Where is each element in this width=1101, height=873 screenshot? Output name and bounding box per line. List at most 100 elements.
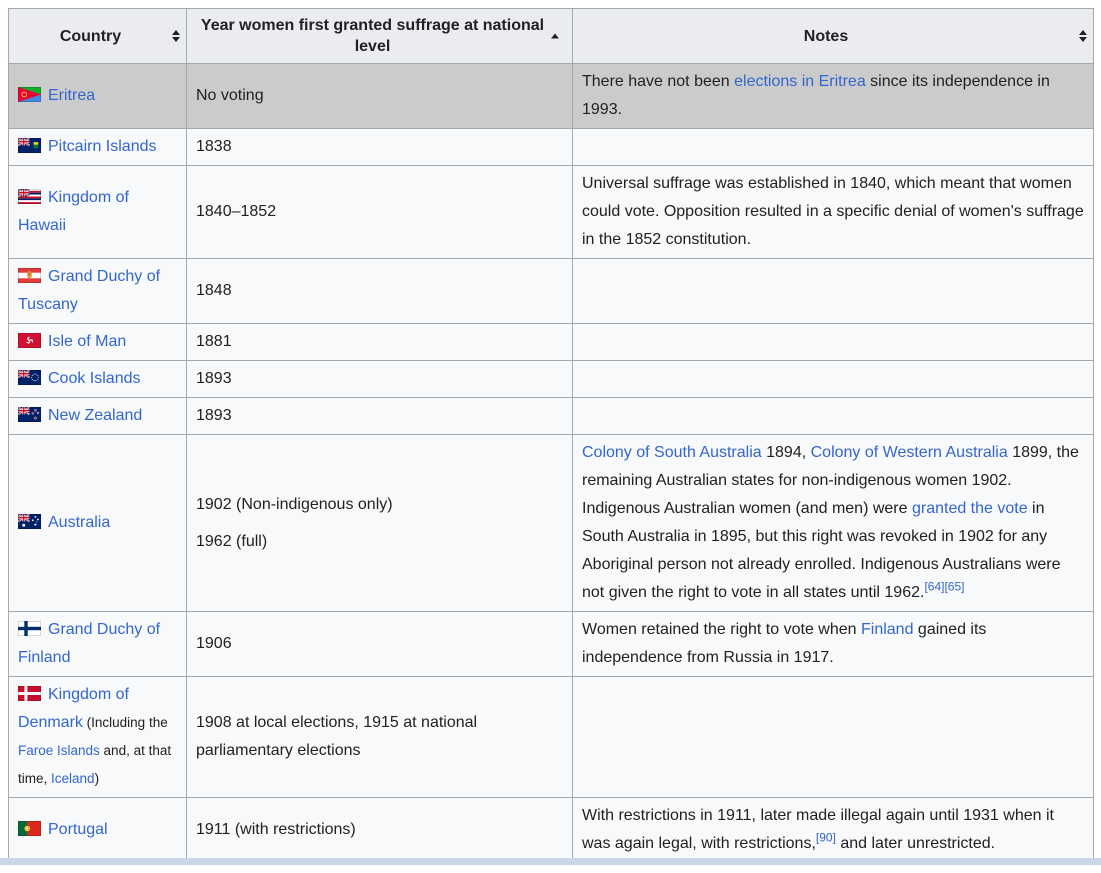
country-cell: Portugal [9,798,187,863]
suffrage-table-wrapper: Country Year women first granted suffrag… [8,8,1093,863]
notes-cell [573,324,1094,361]
flag-portugal-icon [18,821,41,836]
table-row: Eritrea No voting There have not been el… [9,64,1094,129]
year-header-label: Year women first granted suffrage at nat… [201,17,544,55]
reference-superscript: [90] [816,831,836,845]
year-value: 1840–1852 [196,198,563,226]
sort-ascending-icon [551,34,559,39]
note-text: 1894, [762,444,811,461]
country-link[interactable]: Isle of Man [48,333,126,350]
country-cell: New Zealand [9,398,187,435]
note-link[interactable]: elections in Eritrea [734,73,866,90]
column-header-year[interactable]: Year women first granted suffrage at nat… [187,9,573,64]
table-row: Grand Duchy of Finland 1906 Women retain… [9,612,1094,677]
country-header-label: Country [60,28,121,45]
year-value: 1848 [196,277,563,305]
table-row: Pitcairn Islands 1838 [9,129,1094,166]
country-cell: Grand Duchy of Tuscany [9,259,187,324]
notes-cell: With restrictions in 1911, later made il… [573,798,1094,863]
year-value: 1881 [196,328,563,356]
note-link[interactable]: Colony of South Australia [582,444,762,461]
table-row: Kingdom of Hawaii 1840–1852 Universal su… [9,166,1094,259]
notes-header-label: Notes [804,28,848,45]
notes-cell: Women retained the right to vote when Fi… [573,612,1094,677]
table-row: Grand Duchy of Tuscany 1848 [9,259,1094,324]
notes-cell [573,129,1094,166]
year-cell: 1838 [187,129,573,166]
year-value: 1902 (Non-indigenous only) [196,491,563,519]
sort-icon [172,30,180,42]
country-cell: Eritrea [9,64,187,129]
year-cell: 1911 (with restrictions) [187,798,573,863]
flag-eritrea-icon [18,87,41,102]
flag-hawaii-icon [18,189,41,204]
year-cell: 1908 at local elections, 1915 at nationa… [187,677,573,798]
table-row: Cook Islands 1893 [9,361,1094,398]
note-text: Women retained the right to vote when [582,621,861,638]
note-link[interactable]: Finland [861,621,913,638]
table-row: Australia 1902 (Non-indigenous only) 1962… [9,435,1094,612]
flag-australia-icon [18,514,41,529]
year-value: 1838 [196,133,563,161]
note-text: Universal suffrage was established in 18… [582,175,1084,248]
year-cell: 1848 [187,259,573,324]
year-cell: 1893 [187,398,573,435]
table-header: Country Year women first granted suffrag… [9,9,1094,64]
flag-tuscany-icon [18,268,41,283]
year-cell: 1902 (Non-indigenous only) 1962 (full) [187,435,573,612]
country-cell: Grand Duchy of Finland [9,612,187,677]
column-header-notes[interactable]: Notes [573,9,1094,64]
notes-cell: Universal suffrage was established in 18… [573,166,1094,259]
country-link[interactable]: Portugal [48,821,108,838]
year-value: No voting [196,82,563,110]
flag-cook-islands-icon [18,370,41,385]
note-link[interactable]: granted the vote [912,500,1028,517]
country-text: ) [95,771,100,786]
country-cell: Pitcairn Islands [9,129,187,166]
column-header-country[interactable]: Country [9,9,187,64]
country-cell: Cook Islands [9,361,187,398]
country-cell: Kingdom of Hawaii [9,166,187,259]
horizontal-scrollbar[interactable] [0,858,1101,865]
table-row: New Zealand 1893 [9,398,1094,435]
country-link[interactable]: Australia [48,514,110,531]
year-value: 1906 [196,630,563,658]
country-text: (Including the [83,715,168,730]
table-body: Eritrea No voting There have not been el… [9,64,1094,863]
reference-superscript: [64] [924,580,944,594]
country-link[interactable]: Iceland [51,771,95,786]
notes-cell [573,361,1094,398]
year-value: 1893 [196,365,563,393]
reference-link[interactable]: [64] [924,580,944,594]
country-cell: Isle of Man [9,324,187,361]
year-cell: 1881 [187,324,573,361]
flag-denmark-icon [18,686,41,701]
year-cell: 1840–1852 [187,166,573,259]
country-link[interactable]: Faroe Islands [18,743,100,758]
year-cell: 1893 [187,361,573,398]
reference-link[interactable]: [90] [816,831,836,845]
year-cell: 1906 [187,612,573,677]
table-row: Isle of Man 1881 [9,324,1094,361]
flag-finland-icon [18,621,41,636]
country-cell: Kingdom of Denmark (Including the Faroe … [9,677,187,798]
country-link[interactable]: New Zealand [48,407,142,424]
suffrage-table: Country Year women first granted suffrag… [8,8,1094,863]
table-row: Portugal 1911 (with restrictions) With r… [9,798,1094,863]
notes-cell [573,259,1094,324]
reference-link[interactable]: [65] [944,580,964,594]
year-cell: No voting [187,64,573,129]
country-link[interactable]: Cook Islands [48,370,141,387]
year-value: 1911 (with restrictions) [196,816,563,844]
notes-cell [573,677,1094,798]
country-cell: Australia [9,435,187,612]
flag-isle-of-man-icon [18,333,41,348]
note-link[interactable]: Colony of Western Australia [811,444,1008,461]
note-text: and later unrestricted. [836,835,995,852]
notes-cell: Colony of South Australia 1894, Colony o… [573,435,1094,612]
country-link[interactable]: Eritrea [48,87,95,104]
year-value: 1962 (full) [196,528,563,556]
country-link[interactable]: Pitcairn Islands [48,138,157,155]
sort-icon [1079,30,1087,42]
table-row: Kingdom of Denmark (Including the Faroe … [9,677,1094,798]
